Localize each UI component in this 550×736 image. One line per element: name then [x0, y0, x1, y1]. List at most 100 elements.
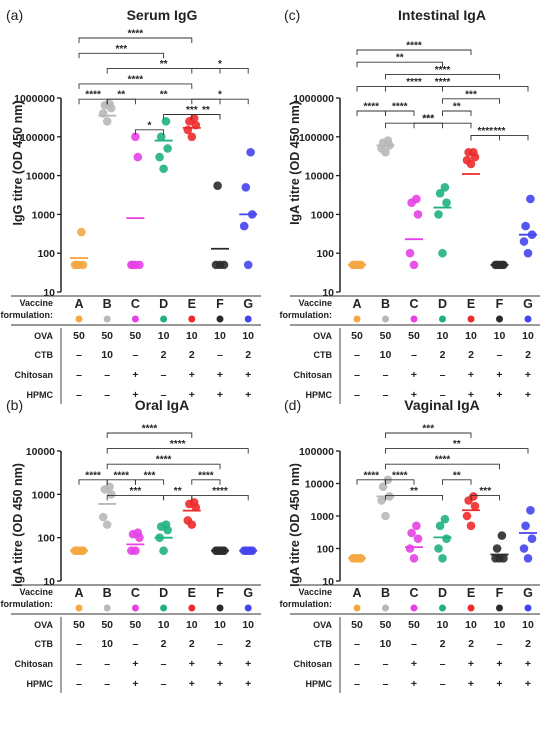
- category-swatch-b-G: [244, 604, 252, 612]
- data-point-c-E: [469, 147, 478, 157]
- table-cell-d: 2: [468, 638, 474, 650]
- y-axis-label-c: IgA titre (OD 450 nm): [288, 101, 302, 225]
- significance-label-c: ***: [465, 89, 477, 100]
- data-point-b-B: [102, 520, 112, 529]
- data-point-a-B: [102, 117, 112, 126]
- significance-bracket-c: [356, 61, 443, 68]
- y-axis-label-d: IgA titre (OD 450 nm): [288, 463, 302, 587]
- table-cell-a: –: [161, 369, 167, 381]
- significance-label-b: ***: [144, 470, 156, 481]
- table-cell-c: 10: [437, 330, 449, 342]
- panel-label-a: (a): [6, 7, 23, 23]
- category-swatch-b-E: [188, 604, 196, 612]
- data-point-c-C: [413, 210, 423, 219]
- significance-bracket-c: [385, 86, 443, 92]
- y-tick-label-c: 1000000: [293, 93, 334, 105]
- y-tick-label-c: 10000: [305, 171, 334, 183]
- category-label-c-E: E: [467, 297, 475, 311]
- table-cell-c: +: [411, 369, 417, 381]
- data-point-d-C: [413, 534, 423, 544]
- table-cell-a: 50: [101, 330, 113, 342]
- significance-label-a: ***: [115, 44, 127, 55]
- data-point-a-F: [213, 181, 222, 190]
- table-cell-d: –: [383, 678, 389, 690]
- data-point-b-C: [127, 546, 136, 556]
- table-cell-a: 2: [161, 349, 167, 361]
- table-cell-c: 10: [380, 349, 392, 361]
- data-point-c-D: [442, 198, 451, 208]
- significance-label-b: ****: [142, 424, 158, 435]
- table-cell-b: –: [76, 638, 82, 650]
- table-row-label-a: CTB: [35, 350, 54, 360]
- data-point-a-C: [135, 260, 144, 270]
- data-point-a-A: [77, 227, 86, 237]
- data-point-d-B: [381, 511, 390, 521]
- table-cell-d: –: [354, 638, 360, 650]
- category-swatch-c-G: [524, 315, 532, 323]
- table-cell-d: 10: [522, 619, 534, 631]
- table-cell-d: +: [411, 658, 417, 670]
- significance-label-b: ****: [156, 455, 172, 466]
- table-cell-b: –: [104, 678, 110, 690]
- category-swatch-b-C: [131, 604, 139, 612]
- table-cell-d: 10: [465, 619, 477, 631]
- data-point-a-C: [133, 152, 143, 162]
- data-point-d-C: [409, 553, 419, 563]
- significance-bracket-d: [385, 494, 443, 501]
- data-point-a-D: [159, 164, 168, 174]
- significance-bracket-d: [385, 479, 415, 485]
- significance-label-a: ****: [128, 29, 144, 40]
- data-point-a-G: [239, 221, 249, 231]
- table-cell-a: 10: [186, 330, 198, 342]
- table-cell-b: +: [217, 678, 223, 690]
- significance-label-b: ***: [130, 486, 142, 497]
- data-point-d-C: [412, 521, 421, 531]
- table-row-label-a: Chitosan: [14, 370, 53, 380]
- category-label-a-B: B: [103, 297, 112, 311]
- table-cell-c: +: [468, 369, 474, 381]
- significance-bracket-b: [106, 448, 249, 454]
- significance-label-c: **: [453, 102, 461, 113]
- significance-bracket-d: [442, 479, 472, 485]
- significance-bracket-d: [470, 494, 500, 501]
- category-label-d-G: G: [523, 586, 533, 600]
- category-label-b-F: F: [216, 586, 224, 600]
- category-label-d-B: B: [381, 586, 390, 600]
- significance-label-a: **: [160, 59, 168, 70]
- data-point-d-D: [438, 553, 447, 563]
- table-cell-b: +: [245, 678, 251, 690]
- table-cell-d: 10: [380, 638, 392, 650]
- significance-label-c: ****: [363, 102, 379, 113]
- category-label-d-E: E: [467, 586, 475, 600]
- table-cell-d: –: [354, 678, 360, 690]
- significance-bracket-b: [191, 479, 221, 485]
- data-point-a-C: [128, 260, 138, 270]
- data-point-d-C: [407, 528, 416, 538]
- significance-bracket-a: [78, 52, 165, 59]
- significance-bracket-c: [442, 98, 500, 104]
- data-point-b-D: [159, 546, 168, 556]
- significance-bracket-b: [134, 479, 165, 485]
- category-label-b-B: B: [103, 586, 112, 600]
- y-tick-label-d: 100000: [299, 446, 334, 458]
- table-cell-d: +: [525, 658, 531, 670]
- category-label-c-G: G: [523, 297, 533, 311]
- table-cell-a: 2: [245, 349, 251, 361]
- table-cell-b: 50: [130, 619, 142, 631]
- table-cell-b: –: [76, 658, 82, 670]
- table-cell-c: –: [354, 389, 360, 401]
- table-cell-a: +: [189, 389, 195, 401]
- data-point-d-G: [527, 534, 537, 544]
- table-row-label-d: HPMC: [306, 679, 333, 689]
- table-cell-d: –: [383, 658, 389, 670]
- data-point-b-B: [106, 490, 116, 499]
- significance-label-d: ****: [435, 455, 451, 466]
- table-cell-b: 10: [214, 619, 226, 631]
- table-cell-b: 2: [161, 638, 167, 650]
- table-cell-a: +: [245, 369, 251, 381]
- category-label-d-F: F: [496, 586, 504, 600]
- category-label-a-G: G: [243, 297, 253, 311]
- table-row-label-b: OVA: [34, 620, 53, 630]
- category-swatch-c-F: [496, 315, 503, 323]
- category-label-c-D: D: [438, 297, 447, 311]
